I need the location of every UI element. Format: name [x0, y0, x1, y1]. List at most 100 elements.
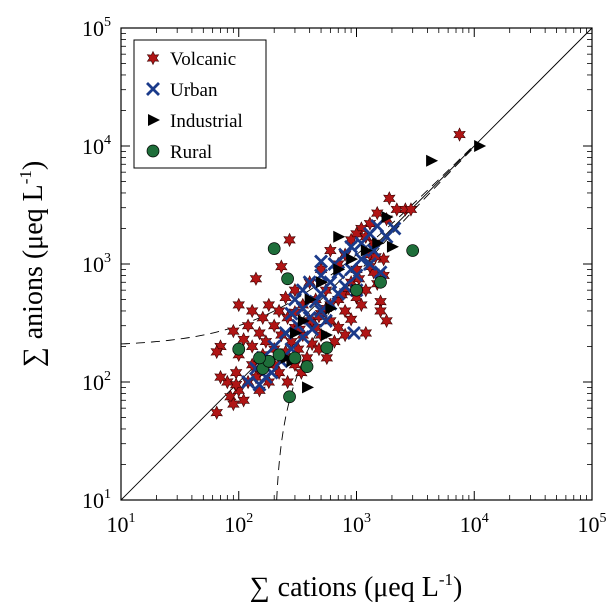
urban-point: [362, 257, 377, 271]
urban-point: [379, 229, 394, 244]
y-axis-title: ∑anions (μeq L-1): [16, 161, 49, 367]
volcanic-point: [320, 350, 334, 366]
volcanic-point: [253, 325, 266, 341]
rural-point: [232, 342, 246, 356]
rural-point: [253, 351, 266, 365]
rural-point: [374, 275, 387, 289]
x-tick-label: 105: [578, 511, 607, 537]
urban-point: [318, 313, 333, 328]
legend-marker-rural: [146, 144, 160, 158]
volcanic-point: [328, 334, 341, 349]
series-rural: [232, 242, 420, 404]
volcanic-point: [232, 297, 245, 313]
legend-label-volcanic: Volcanic: [170, 49, 236, 70]
urban-point: [295, 301, 310, 316]
industrial-point: [372, 237, 385, 250]
volcanic-point: [210, 405, 223, 420]
rural-point: [350, 283, 363, 297]
volcanic-point: [332, 320, 345, 335]
volcanic-point: [210, 344, 223, 360]
rural-point: [272, 348, 286, 362]
y-tick-label: 103: [82, 251, 111, 277]
volcanic-point: [338, 303, 352, 319]
rural-point: [300, 360, 314, 373]
urban-point: [366, 243, 381, 258]
legend: Volcanic Urban Industrial Rural: [133, 39, 267, 169]
industrial-point: [333, 230, 346, 243]
industrial-point: [316, 276, 329, 289]
x-tick-label: 103: [342, 511, 371, 537]
volcanic-point: [227, 396, 240, 412]
legend-marker-urban: [146, 82, 160, 96]
industrial-point: [386, 240, 399, 253]
industrial-point: [360, 244, 373, 257]
volcanic-point: [283, 232, 296, 248]
rural-point: [406, 244, 420, 257]
urban-point: [314, 254, 329, 269]
industrial-point: [474, 140, 487, 152]
industrial-point: [302, 381, 315, 394]
volcanic-point: [249, 271, 263, 286]
urban-point: [323, 275, 338, 290]
rural-point: [267, 242, 281, 255]
volcanic-point: [324, 243, 337, 258]
rural-point: [320, 341, 334, 355]
urban-point: [241, 375, 256, 389]
urban-point: [314, 303, 329, 318]
urban-point: [314, 286, 329, 301]
industrial-point: [333, 263, 346, 276]
volcanic-point: [275, 259, 288, 274]
volcanic-point: [214, 369, 227, 385]
volcanic-point: [259, 334, 273, 349]
y-tick-label: 104: [82, 133, 111, 159]
rural-point: [283, 390, 296, 404]
volcanic-point: [383, 191, 396, 206]
series-industrial: [280, 140, 487, 394]
volcanic-point: [453, 127, 466, 142]
rural-point: [288, 351, 302, 365]
y-tick-label: 101: [82, 487, 111, 513]
volcanic-point: [245, 303, 259, 319]
x-tick-label: 104: [460, 511, 489, 537]
legend-label-urban: Urban: [170, 80, 218, 101]
urban-point: [284, 306, 299, 321]
volcanic-point: [344, 312, 358, 327]
volcanic-point: [371, 205, 384, 221]
x-tick-label: 102: [224, 511, 253, 537]
volcanic-point: [380, 313, 393, 329]
industrial-point: [346, 253, 359, 266]
urban-point: [278, 326, 293, 341]
axis-ticks: 101 102 103 104 105 101 102 103 104 105: [82, 15, 607, 537]
volcanic-point: [267, 318, 281, 333]
legend-markers: [146, 50, 160, 158]
volcanic-point: [281, 374, 294, 390]
y-tick-label: 105: [82, 15, 111, 41]
legend-marker-industrial: [148, 114, 160, 126]
industrial-point: [381, 211, 394, 224]
y-tick-label: 102: [82, 369, 111, 395]
legend-label-rural: Rural: [170, 142, 212, 163]
industrial-point: [426, 154, 439, 167]
urban-point: [373, 265, 388, 280]
urban-point: [349, 268, 364, 283]
legend-label-industrial: Industrial: [170, 111, 243, 132]
volcanic-point: [237, 393, 250, 408]
urban-point: [346, 326, 361, 341]
industrial-point: [289, 327, 302, 340]
volcanic-point: [241, 318, 255, 333]
data-points: [210, 127, 487, 420]
urban-point: [354, 252, 369, 267]
volcanic-point: [229, 377, 243, 392]
urban-point: [331, 286, 346, 301]
x-axis-title: ∑ cations (μeq L-1): [250, 570, 463, 603]
volcanic-point: [227, 323, 240, 339]
industrial-point: [304, 293, 317, 306]
industrial-point: [325, 302, 338, 315]
volcanic-point: [324, 313, 337, 329]
rural-point: [281, 272, 294, 286]
industrial-point: [320, 329, 333, 342]
volcanic-point: [363, 216, 377, 231]
industrial-point: [297, 314, 310, 327]
volcanic-point: [262, 297, 276, 313]
